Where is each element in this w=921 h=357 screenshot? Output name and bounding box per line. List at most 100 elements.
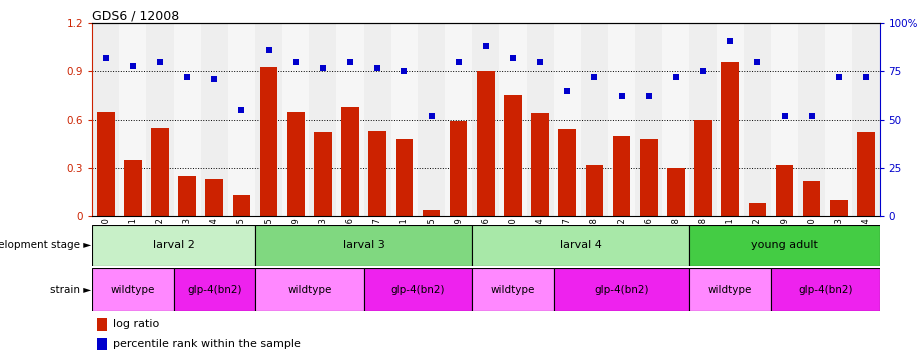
Bar <box>364 268 472 311</box>
Bar <box>690 268 771 311</box>
Point <box>316 65 331 70</box>
Bar <box>721 62 739 216</box>
Bar <box>472 268 554 311</box>
Bar <box>749 203 766 216</box>
Bar <box>857 132 875 216</box>
Bar <box>527 23 554 216</box>
Bar <box>282 23 309 216</box>
Point <box>506 55 520 61</box>
Text: larval 4: larval 4 <box>560 240 601 251</box>
Bar <box>151 127 169 216</box>
Bar <box>423 210 440 216</box>
Bar <box>205 179 223 216</box>
Bar <box>227 23 255 216</box>
Bar <box>255 23 282 216</box>
Point <box>858 74 873 80</box>
Bar <box>558 129 577 216</box>
Point <box>804 113 819 119</box>
Point <box>234 107 249 113</box>
Bar <box>690 23 717 216</box>
Bar <box>173 23 201 216</box>
Text: larval 3: larval 3 <box>343 240 384 251</box>
Bar <box>744 23 771 216</box>
Bar <box>445 23 472 216</box>
Bar <box>97 318 107 331</box>
Point <box>262 47 276 53</box>
Bar <box>146 23 173 216</box>
Point <box>587 74 601 80</box>
Bar <box>640 139 658 216</box>
Point <box>180 74 194 80</box>
Text: strain ►: strain ► <box>50 285 91 295</box>
Bar <box>853 23 880 216</box>
Point <box>125 63 140 69</box>
Point <box>153 59 168 65</box>
Point <box>288 59 303 65</box>
Bar <box>825 23 853 216</box>
Point <box>451 59 466 65</box>
Bar <box>499 23 527 216</box>
Point <box>343 59 357 65</box>
Text: wildtype: wildtype <box>111 285 155 295</box>
Point <box>207 76 222 82</box>
Bar <box>97 111 114 216</box>
Point <box>614 94 629 99</box>
Text: log ratio: log ratio <box>113 320 159 330</box>
Point <box>370 65 385 70</box>
Text: wildtype: wildtype <box>708 285 752 295</box>
Point <box>750 59 764 65</box>
Point <box>99 55 113 61</box>
Bar <box>336 23 364 216</box>
Text: development stage ►: development stage ► <box>0 240 91 251</box>
Bar <box>260 66 277 216</box>
Text: wildtype: wildtype <box>491 285 535 295</box>
Bar <box>314 132 332 216</box>
Point <box>478 44 493 49</box>
Bar <box>255 225 472 266</box>
Bar <box>119 23 146 216</box>
Bar <box>799 23 825 216</box>
Bar <box>179 176 196 216</box>
Bar <box>803 181 821 216</box>
Bar <box>472 23 499 216</box>
Bar <box>771 23 799 216</box>
Point <box>532 59 547 65</box>
Bar <box>364 23 391 216</box>
Bar <box>449 121 468 216</box>
Bar <box>830 200 847 216</box>
Bar <box>309 23 336 216</box>
Text: larval 2: larval 2 <box>153 240 194 251</box>
Point <box>397 69 412 74</box>
Text: glp-4(bn2): glp-4(bn2) <box>391 285 445 295</box>
Bar <box>554 268 690 311</box>
Bar <box>531 113 549 216</box>
Bar <box>635 23 662 216</box>
Bar <box>662 23 690 216</box>
Bar <box>775 165 793 216</box>
Point <box>695 69 710 74</box>
Text: glp-4(bn2): glp-4(bn2) <box>187 285 241 295</box>
Bar <box>395 139 414 216</box>
Bar <box>690 225 880 266</box>
Bar <box>504 95 522 216</box>
Bar <box>717 23 744 216</box>
Bar <box>255 268 364 311</box>
Text: wildtype: wildtype <box>287 285 332 295</box>
Bar <box>667 168 684 216</box>
Point <box>425 113 439 119</box>
Text: young adult: young adult <box>752 240 818 251</box>
Bar <box>477 71 495 216</box>
Bar <box>418 23 445 216</box>
Bar <box>586 165 603 216</box>
Bar <box>92 225 255 266</box>
Bar <box>581 23 608 216</box>
Bar <box>287 111 305 216</box>
Text: percentile rank within the sample: percentile rank within the sample <box>113 339 301 349</box>
Bar <box>771 268 880 311</box>
Point <box>641 94 656 99</box>
Text: glp-4(bn2): glp-4(bn2) <box>798 285 853 295</box>
Bar <box>554 23 581 216</box>
Text: GDS6 / 12008: GDS6 / 12008 <box>92 9 180 22</box>
Bar <box>92 268 173 311</box>
Bar <box>694 120 712 216</box>
